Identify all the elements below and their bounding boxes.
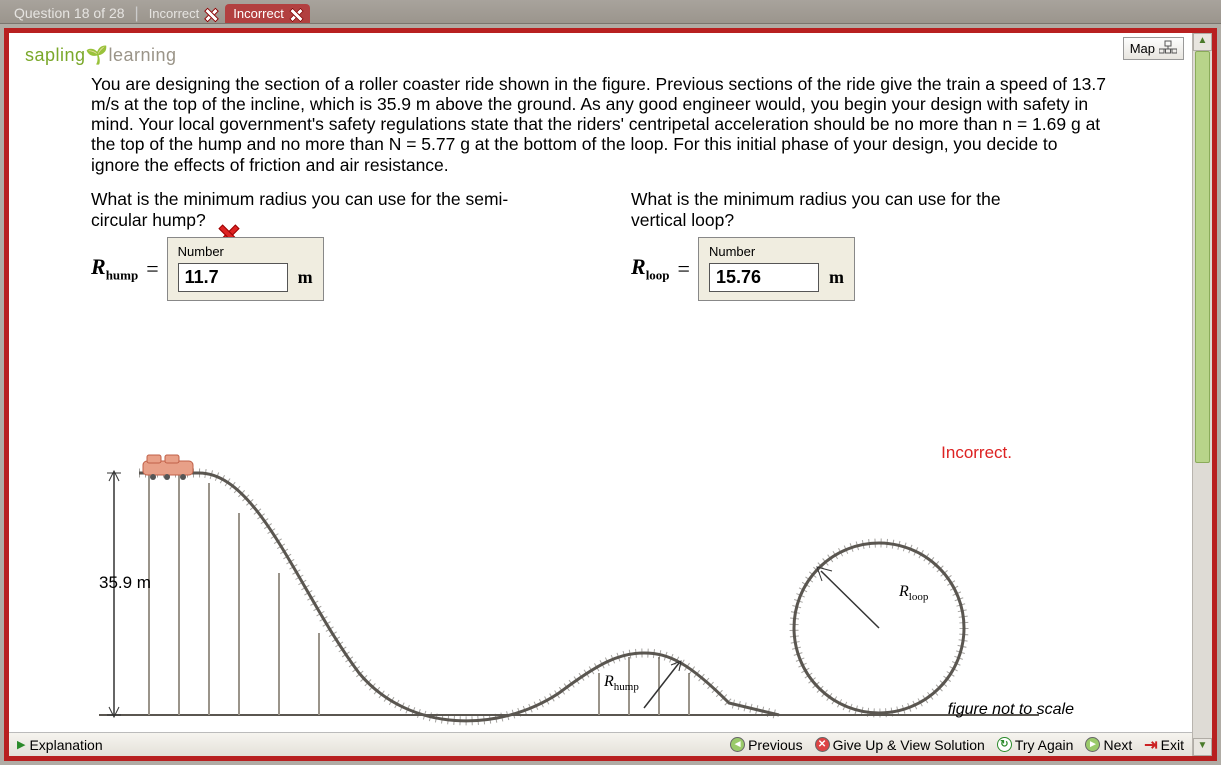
leaf-icon: 🌱 (86, 45, 109, 65)
tab-label: Incorrect (233, 6, 284, 21)
map-icon (1159, 40, 1177, 57)
q2-variable: Rloop (631, 254, 670, 283)
incorrect-x-icon (288, 7, 302, 21)
attempt-tab-2[interactable]: Incorrect (225, 4, 310, 23)
exit-icon: ⇥ (1144, 735, 1157, 755)
content-frame: Map sapling🌱learning You are designing t… (4, 28, 1217, 761)
q2-value-input[interactable] (709, 263, 819, 292)
q2-unit: m (829, 267, 844, 288)
figure-note: figure not to scale (948, 701, 1074, 719)
scroll-track[interactable] (1193, 51, 1212, 738)
giveup-icon: ✕ (815, 737, 830, 752)
question-2: What is the minimum radius you can use f… (631, 189, 1051, 301)
previous-button[interactable]: ◄ Previous (730, 737, 802, 753)
separator: | (133, 5, 141, 23)
scroll-down-button[interactable]: ▼ (1193, 738, 1212, 756)
scroll-up-button[interactable]: ▲ (1193, 33, 1212, 51)
q2-prompt: What is the minimum radius you can use f… (631, 189, 1051, 231)
equals: = (678, 256, 690, 282)
q1-answer-row: Rhump = Number m (91, 237, 511, 301)
tab-label: Incorrect (149, 6, 200, 21)
nav-buttons: ◄ Previous ✕ Give Up & View Solution ↻ T… (730, 735, 1184, 755)
problem-statement: You are designing the section of a rolle… (91, 74, 1110, 175)
coaster-figure: 35.9 m Rhump Rloop figure not to scale (99, 443, 1059, 733)
question-1: What is the minimum radius you can use f… (91, 189, 511, 301)
q1-prompt: What is the minimum radius you can use f… (91, 189, 511, 231)
equals: = (146, 256, 158, 282)
map-label: Map (1130, 41, 1155, 56)
height-label: 35.9 m (99, 573, 151, 593)
scrollbar[interactable]: ▲ ▼ (1192, 33, 1212, 756)
incorrect-x-icon (203, 7, 217, 21)
logo-part2: learning (108, 45, 176, 65)
question-counter: Question 18 of 28 (6, 3, 133, 23)
sapling-logo: sapling🌱learning (25, 45, 1180, 66)
r-loop-label: Rloop (899, 583, 928, 603)
q2-input-box: Number m (698, 237, 855, 301)
q2-answer-row: Rloop = Number m (631, 237, 1051, 301)
next-button[interactable]: ► Next (1085, 737, 1132, 753)
content-area: Map sapling🌱learning You are designing t… (9, 33, 1192, 756)
scroll-thumb[interactable] (1195, 51, 1210, 463)
r-hump-label: Rhump (604, 673, 639, 693)
map-button[interactable]: Map (1123, 37, 1184, 60)
number-label: Number (178, 244, 313, 259)
logo-part1: sapling (25, 45, 86, 65)
q1-value-input[interactable] (178, 263, 288, 292)
explanation-label: Explanation (29, 737, 102, 753)
prev-icon: ◄ (730, 737, 745, 752)
giveup-button[interactable]: ✕ Give Up & View Solution (815, 737, 985, 753)
attempt-tab-1[interactable]: Incorrect (141, 4, 226, 23)
q1-variable: Rhump (91, 254, 138, 283)
number-label: Number (709, 244, 844, 259)
tryagain-button[interactable]: ↻ Try Again (997, 737, 1074, 753)
header-bar: Question 18 of 28 | Incorrect Incorrect (0, 0, 1221, 24)
q1-unit: m (298, 267, 313, 288)
next-icon: ► (1085, 737, 1100, 752)
exit-button[interactable]: ⇥ Exit (1144, 735, 1184, 755)
q1-input-box: Number m (167, 237, 324, 301)
bottom-toolbar: ▶ Explanation ◄ Previous ✕ Give Up & Vie… (9, 732, 1192, 756)
explanation-toggle[interactable]: ▶ Explanation (17, 737, 103, 753)
questions-row: What is the minimum radius you can use f… (91, 189, 1180, 301)
triangle-icon: ▶ (17, 738, 25, 751)
tryagain-icon: ↻ (997, 737, 1012, 752)
